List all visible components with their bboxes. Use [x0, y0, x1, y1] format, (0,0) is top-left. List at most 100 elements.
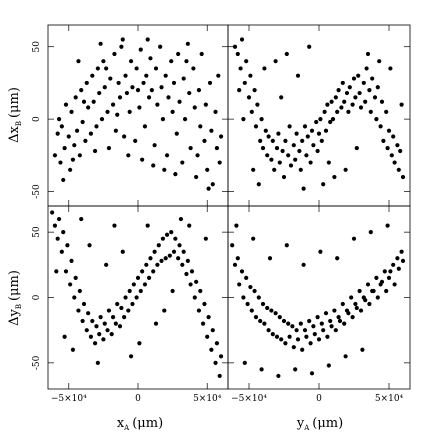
scatter-point: [86, 311, 91, 316]
scatter-point: [374, 117, 379, 122]
scatter-point: [144, 262, 149, 267]
scatter-point: [279, 337, 284, 342]
scatter-point: [101, 59, 106, 64]
scatter-point: [117, 324, 123, 329]
scatter-point: [398, 148, 403, 154]
scatter-point: [117, 95, 123, 100]
scatter-point: [305, 134, 310, 139]
scatter-point: [253, 124, 259, 129]
scatter-point: [399, 249, 404, 254]
scatter-point: [323, 311, 329, 316]
scatter-point: [88, 131, 94, 136]
scatter-point: [177, 243, 182, 248]
scatter-point: [61, 177, 66, 183]
scatter-point: [263, 128, 268, 133]
scatter-point: [335, 256, 340, 261]
scatter-point: [340, 301, 345, 307]
scatter-point: [195, 153, 200, 158]
y-tick-label: 50: [32, 41, 42, 53]
scatter-point: [298, 321, 303, 326]
scatter-point: [206, 315, 211, 320]
scatter-point: [235, 256, 240, 261]
scatter-point: [291, 345, 296, 350]
scatter-point: [386, 128, 392, 133]
scatter-point: [109, 332, 114, 337]
scatter-point: [336, 88, 341, 93]
scatter-point: [80, 119, 85, 125]
scatter-point: [333, 95, 338, 100]
scatter-point: [284, 243, 289, 248]
scatter-point: [249, 308, 254, 313]
y-tick-label: -50: [32, 355, 42, 370]
scatter-point: [309, 371, 315, 376]
scatter-point: [110, 315, 116, 320]
scatter-point: [120, 249, 125, 254]
scatter-point: [164, 232, 170, 237]
y-axis-title-top-text: ΔxB (μm): [7, 87, 23, 143]
scatter-point: [340, 80, 345, 86]
scatter-point: [332, 308, 337, 313]
scatter-point: [200, 321, 206, 326]
scatter-point: [116, 80, 121, 86]
y-top-unit: (μm): [7, 87, 22, 118]
scatter-point: [388, 66, 393, 71]
scatter-point: [196, 88, 202, 93]
y-axis-title-bottom-text: ΔyB (μm): [7, 270, 23, 326]
scatter-point: [185, 41, 190, 46]
scatter-point: [63, 269, 69, 274]
scatter-point: [248, 73, 253, 78]
scatter-point: [381, 138, 386, 143]
y-tick-label: 50: [32, 226, 42, 238]
scatter-point: [148, 56, 153, 61]
y-bottom-main: Δy: [7, 309, 22, 326]
scatter-point: [68, 167, 73, 172]
scatter-point: [365, 282, 371, 287]
scatter-point: [167, 253, 172, 258]
scatter-point: [127, 109, 132, 114]
scatter-point: [371, 288, 376, 294]
scatter-point: [343, 167, 348, 172]
scatter-point: [384, 109, 389, 114]
scatter-point: [146, 95, 152, 100]
x-axis-title-left: xA (μm): [117, 416, 163, 432]
scatter-point: [302, 124, 308, 129]
scatter-point: [180, 160, 185, 165]
x-axis-title-right: yA (μm): [296, 416, 343, 432]
scatter-point: [295, 73, 301, 78]
scatter-point: [242, 80, 247, 86]
scatter-point: [122, 315, 127, 320]
panel-bottom-left: -50 0 50 −5×10⁴ 0 5×10⁴: [32, 205, 229, 404]
scatter-point: [347, 85, 352, 90]
scatter-point: [106, 308, 112, 313]
scatter-point: [217, 160, 222, 165]
scatter-point: [244, 275, 249, 280]
scatter-point: [379, 279, 385, 284]
scatter-point: [241, 117, 246, 122]
scatter-point: [162, 167, 167, 172]
scatter-point: [259, 367, 264, 372]
scatter-point: [330, 117, 336, 122]
scatter-point: [269, 157, 274, 162]
scatter-point: [130, 301, 135, 307]
x-tick-label: 5×10⁴: [193, 394, 222, 404]
scatter-point: [385, 223, 390, 228]
scatter-point: [339, 105, 344, 110]
scatter-point: [214, 341, 220, 346]
scatter-point: [260, 301, 266, 307]
scatter-point: [90, 73, 95, 78]
scatter-point: [76, 308, 81, 313]
scatter-point: [294, 131, 299, 136]
scatter-point: [350, 315, 355, 320]
y-top-main: Δx: [7, 126, 22, 143]
scatter-point: [119, 44, 124, 49]
scatter-point: [155, 262, 160, 267]
scatter-point: [170, 109, 175, 114]
scatter-point: [81, 301, 87, 307]
scatter-point: [242, 360, 247, 365]
scatter-point: [287, 124, 292, 129]
scatter-point: [368, 230, 373, 235]
scatter-point: [178, 216, 184, 222]
scatter-point: [55, 236, 60, 241]
scatter-point: [251, 167, 256, 172]
